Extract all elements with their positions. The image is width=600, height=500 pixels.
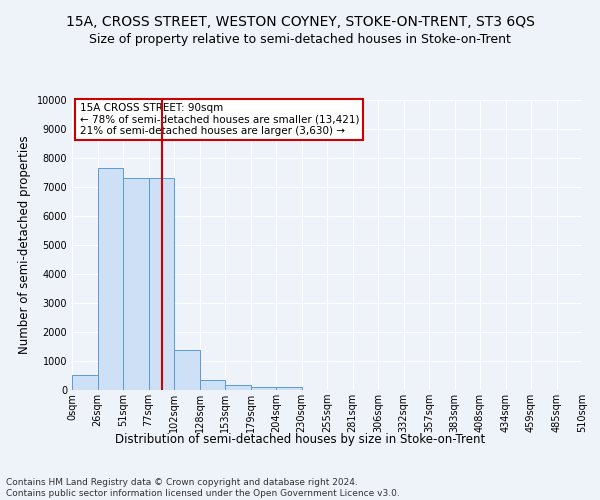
Bar — [225, 385, 251, 390]
Bar — [123, 178, 149, 390]
Text: 15A CROSS STREET: 90sqm
← 78% of semi-detached houses are smaller (13,421)
21% o: 15A CROSS STREET: 90sqm ← 78% of semi-de… — [80, 103, 359, 136]
Bar — [149, 178, 174, 390]
Text: Size of property relative to semi-detached houses in Stoke-on-Trent: Size of property relative to semi-detach… — [89, 32, 511, 46]
Bar — [199, 380, 225, 390]
Bar — [72, 374, 97, 390]
Text: Contains HM Land Registry data © Crown copyright and database right 2024.
Contai: Contains HM Land Registry data © Crown c… — [6, 478, 400, 498]
Bar — [174, 350, 199, 390]
Text: 15A, CROSS STREET, WESTON COYNEY, STOKE-ON-TRENT, ST3 6QS: 15A, CROSS STREET, WESTON COYNEY, STOKE-… — [65, 15, 535, 29]
Bar — [251, 386, 276, 390]
Text: Distribution of semi-detached houses by size in Stoke-on-Trent: Distribution of semi-detached houses by … — [115, 432, 485, 446]
Bar — [276, 387, 302, 390]
Bar — [97, 168, 123, 390]
Y-axis label: Number of semi-detached properties: Number of semi-detached properties — [18, 136, 31, 354]
